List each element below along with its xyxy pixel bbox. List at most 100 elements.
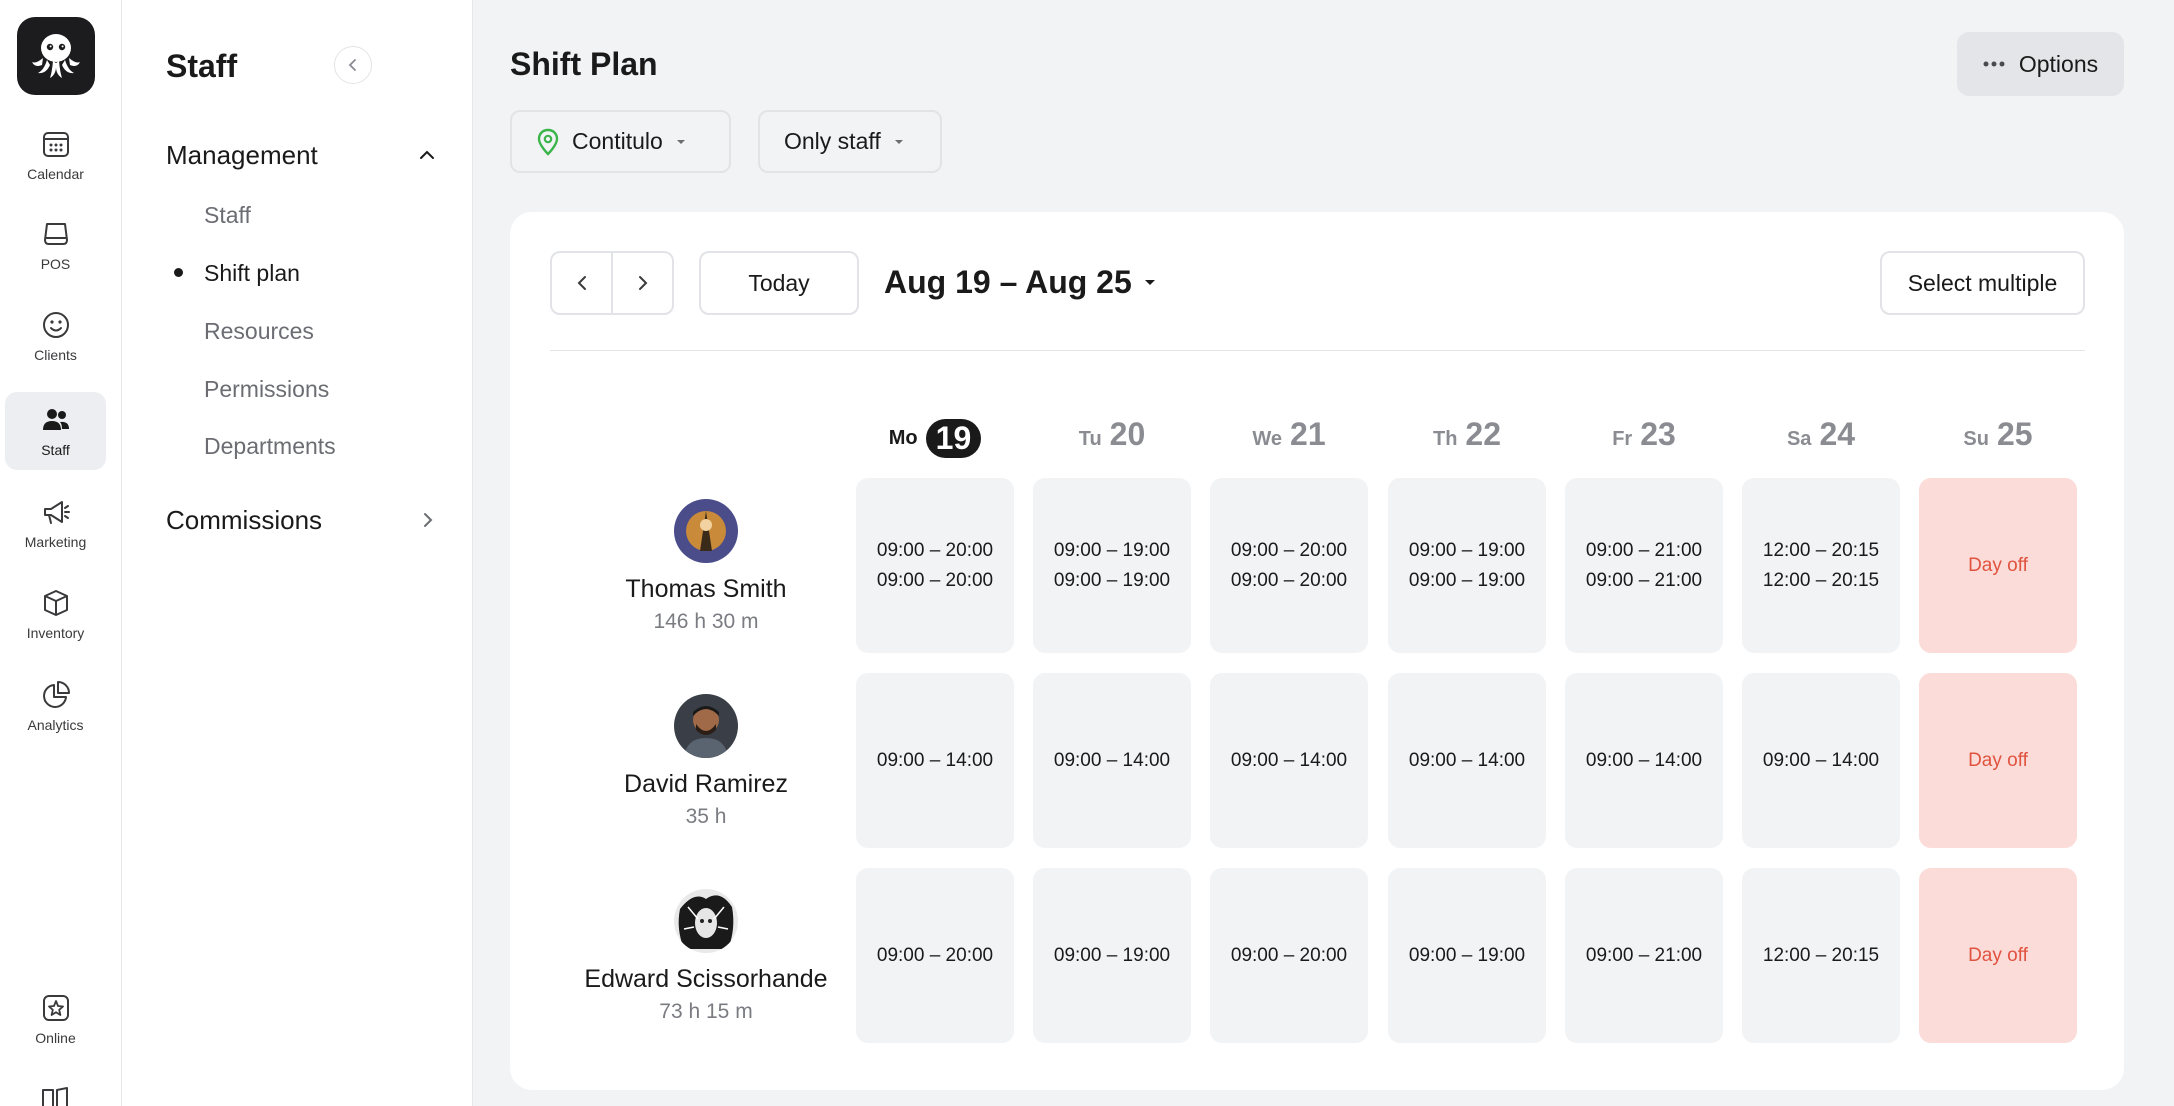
day-of-week: Th [1432, 428, 1458, 450]
day-off-label: Day off [1968, 944, 2028, 966]
staff-row-header[interactable]: David Ramirez 35 h [550, 690, 862, 865]
shift-time: 09:00 – 19:00 [1053, 944, 1171, 966]
rail-item-analytics[interactable]: Analytics [5, 667, 106, 745]
subnav-item-staff[interactable]: Staff [204, 202, 251, 228]
megaphone-icon [43, 501, 70, 524]
avatar [674, 499, 738, 563]
rail-item-inventory[interactable]: Inventory [5, 575, 106, 653]
shift-cell[interactable]: 09:00 – 14:00 [1210, 673, 1368, 848]
staff-name: David Ramirez [624, 770, 788, 798]
select-multiple-button[interactable]: Select multiple [1880, 251, 2085, 315]
shift-cell[interactable]: 09:00 – 19:00 [1388, 868, 1546, 1043]
caret-down-icon [676, 139, 685, 144]
rail-item-staff[interactable]: Staff [5, 392, 106, 470]
box-icon [43, 590, 68, 616]
shift-cell[interactable]: 09:00 – 14:00 [1033, 673, 1191, 848]
day-off-cell[interactable]: Day off [1919, 673, 2077, 848]
commissions-group-header[interactable]: Commissions [166, 500, 436, 540]
options-button[interactable]: Options [1957, 32, 2124, 96]
next-week-button[interactable] [611, 253, 672, 313]
day-of-week: Sa [1786, 428, 1812, 450]
today-date-badge: 19 [925, 418, 982, 458]
location-select[interactable]: Contitulo [510, 110, 731, 173]
secondary-nav: Staff Management Staff Shift plan Resour… [122, 0, 473, 1106]
shift-cell[interactable]: 12:00 – 20:15 [1742, 868, 1900, 1043]
caret-down-icon [894, 139, 903, 144]
collapse-sidebar-button[interactable] [334, 46, 372, 84]
shift-cell[interactable]: 09:00 – 20:00 09:00 – 20:00 [856, 478, 1014, 653]
shift-time: 09:00 – 14:00 [1053, 749, 1171, 771]
day-header-sa: Sa 24 [1742, 416, 1900, 460]
rail-item-online[interactable]: Online [5, 980, 106, 1058]
shift-time: 09:00 – 14:00 [876, 749, 994, 771]
staff-row-header[interactable]: Thomas Smith 146 h 30 m [550, 495, 862, 670]
subnav-item-resources[interactable]: Resources [204, 318, 314, 344]
shift-cell[interactable]: 09:00 – 19:00 [1033, 868, 1191, 1043]
shift-cell[interactable]: 09:00 – 20:00 [856, 868, 1014, 1043]
shift-plan-card: Today Aug 19 – Aug 25 Select multiple Mo… [510, 212, 2124, 1090]
management-group-header[interactable]: Management [166, 135, 436, 175]
shift-time: 09:00 – 19:00 [1053, 539, 1171, 561]
octopus-logo[interactable] [17, 17, 95, 95]
subnav-item-shift-plan[interactable]: Shift plan [204, 260, 300, 286]
rail-label: Clients [34, 347, 77, 363]
page-title: Shift Plan [510, 46, 658, 82]
day-of-week: Mo [888, 426, 918, 449]
day-off-label: Day off [1968, 554, 2028, 576]
date-range-picker[interactable]: Aug 19 – Aug 25 [884, 264, 1156, 301]
options-label: Options [2018, 50, 2099, 77]
book-icon [42, 1087, 68, 1106]
rail-item-pos[interactable]: POS [5, 206, 106, 284]
shift-time: 09:00 – 19:00 [1408, 944, 1526, 966]
shift-time: 12:00 – 20:15 [1762, 944, 1880, 966]
rail-item-clients[interactable]: Clients [5, 297, 106, 375]
shift-cell[interactable]: 09:00 – 14:00 [1565, 673, 1723, 848]
shift-cell[interactable]: 09:00 – 19:00 09:00 – 19:00 [1033, 478, 1191, 653]
chevron-left-icon [348, 59, 356, 71]
shift-time: 09:00 – 20:00 [1230, 539, 1348, 561]
shift-cell[interactable]: 09:00 – 19:00 09:00 – 19:00 [1388, 478, 1546, 653]
shift-time: 09:00 – 21:00 [1585, 569, 1703, 591]
caret-down-icon [1144, 279, 1155, 285]
shift-cell[interactable]: 12:00 – 20:15 12:00 – 20:15 [1742, 478, 1900, 653]
day-number: 20 [1109, 416, 1146, 452]
shift-cell[interactable]: 09:00 – 14:00 [1388, 673, 1546, 848]
calendar-icon [42, 132, 69, 157]
day-number: 21 [1290, 416, 1326, 452]
chevron-up-icon [420, 150, 434, 159]
today-button[interactable]: Today [699, 251, 859, 315]
shift-time: 09:00 – 19:00 [1408, 569, 1526, 591]
rail-item-calendar[interactable]: Calendar [5, 116, 106, 194]
location-value: Contitulo [572, 128, 663, 154]
octopus-icon [32, 34, 80, 78]
rail-label: POS [40, 256, 71, 272]
day-off-cell[interactable]: Day off [1919, 478, 2077, 653]
icon-rail: Calendar POS Clients Staff [0, 0, 122, 1106]
staff-row-header[interactable]: Edward Scissorhande 73 h 15 m [550, 885, 862, 1060]
shift-time: 09:00 – 14:00 [1408, 749, 1526, 771]
subnav-item-permissions[interactable]: Permissions [204, 376, 330, 402]
shift-cell[interactable]: 09:00 – 21:00 09:00 – 21:00 [1565, 478, 1723, 653]
subnav-item-departments[interactable]: Departments [204, 433, 336, 459]
shift-time: 09:00 – 20:00 [876, 539, 994, 561]
prev-week-button[interactable] [552, 253, 611, 313]
shift-cell[interactable]: 09:00 – 14:00 [856, 673, 1014, 848]
shift-cell[interactable]: 09:00 – 20:00 09:00 – 20:00 [1210, 478, 1368, 653]
shift-time: 09:00 – 20:00 [1230, 944, 1348, 966]
day-header-tu: Tu 20 [1033, 416, 1191, 460]
shift-cell[interactable]: 09:00 – 21:00 [1565, 868, 1723, 1043]
pie-chart-icon [42, 681, 70, 708]
commissions-label: Commissions [166, 504, 323, 535]
pos-icon [43, 223, 68, 245]
day-off-cell[interactable]: Day off [1919, 868, 2077, 1043]
staff-filter-select[interactable]: Only staff [758, 110, 942, 173]
rail-item-more[interactable] [39, 1084, 71, 1106]
shift-cell[interactable]: 09:00 – 20:00 [1210, 868, 1368, 1043]
rail-item-marketing[interactable]: Marketing [5, 484, 106, 562]
day-of-week: We [1252, 428, 1283, 450]
shift-time: 09:00 – 21:00 [1585, 539, 1703, 561]
shift-cell[interactable]: 09:00 – 14:00 [1742, 673, 1900, 848]
shift-time: 12:00 – 20:15 [1762, 569, 1880, 591]
shift-time: 09:00 – 21:00 [1585, 944, 1703, 966]
date-range-label: Aug 19 – Aug 25 [884, 264, 1132, 300]
